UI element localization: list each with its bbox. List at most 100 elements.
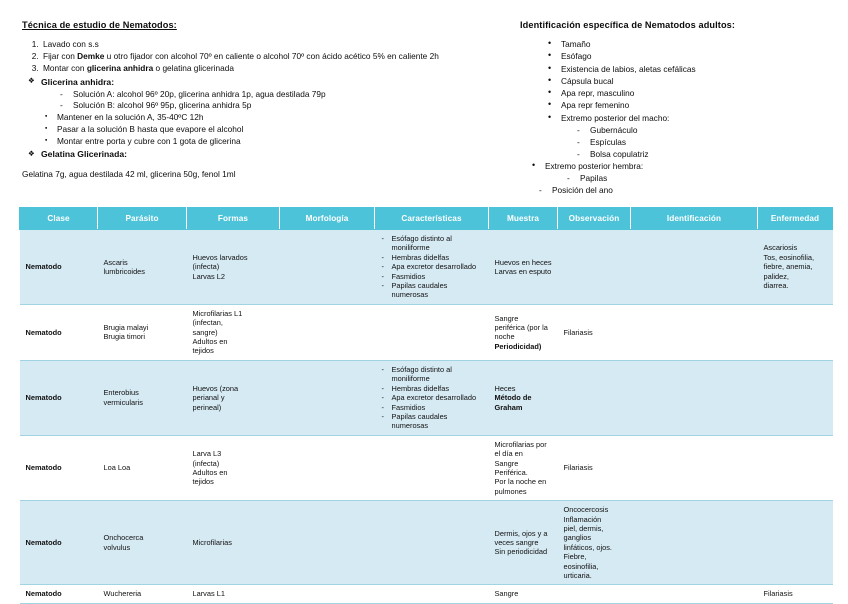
cell-line: Periférica. — [494, 467, 528, 477]
cell-line: pulmones — [494, 486, 527, 496]
cell-muestra: Sangre periférica (por la noche Periodicida… — [488, 303, 558, 361]
column-header-identificacion[interactable]: Identificación — [630, 207, 758, 230]
identification-item-macho: Extremo posterior del macho: Gubernáculo… — [548, 112, 848, 161]
cell-line: tejidos — [192, 346, 214, 356]
column-header-caracteristicas[interactable]: Características — [374, 207, 489, 230]
table-row[interactable]: Nematodo Wuchereria Larvas L1 Sangre Filaria… — [19, 584, 833, 604]
identification-list: Tamaño Esófago Existencia de labios, ale… — [520, 38, 848, 197]
cell-line: Sangre — [494, 458, 519, 468]
procedure-item: Mantener en la solución A, 35-40ºC 12h — [44, 111, 492, 124]
cell-parasito: Brugia malayi Brugia timori — [97, 303, 187, 361]
caracteristica-item: Esófago distinto al moniliforme — [381, 234, 484, 253]
table-header-row: Clase Parásito Formas Morfología Caracte… — [19, 207, 833, 230]
cell-line: Sangre — [494, 589, 519, 599]
notes-left-column: Técnica de estudio de Nematodos: Lavado … — [22, 20, 492, 197]
cell-observacion: Filariasis — [557, 434, 631, 502]
identification-item: Apa repr, masculino — [548, 87, 848, 100]
column-header-muestra[interactable]: Muestra — [488, 207, 558, 230]
column-header-parasito[interactable]: Parásito — [97, 207, 187, 230]
cell-parasito: Onchocerca volvulus — [97, 500, 187, 586]
hembra-sub-item: Papilas — [567, 173, 848, 185]
cell-parasito: Wuchereria — [97, 584, 187, 604]
cell-line: perianal y — [192, 393, 225, 403]
cell-line: Filariasis — [563, 327, 593, 337]
cell-line: Filariasis — [563, 463, 593, 473]
table-row[interactable]: Nematodo Brugia malayi Brugia timori Microf… — [19, 303, 833, 361]
cell-line: Microfilarias — [192, 538, 232, 548]
cell-clase: Nematodo — [19, 500, 98, 586]
cell-enfermedad — [757, 434, 833, 502]
left-heading: Técnica de estudio de Nematodos: — [22, 20, 177, 30]
cell-morfologia — [279, 434, 375, 502]
nematodes-table: Clase Parásito Formas Morfología Caracte… — [19, 207, 833, 604]
cell-identificacion — [630, 229, 758, 305]
caracteristica-item: Apa excretor desarrollado — [381, 262, 484, 272]
column-header-morfologia[interactable]: Morfología — [279, 207, 375, 230]
cell-line: linfáticos, ojos. — [563, 542, 612, 552]
cell-line: Sangre — [494, 313, 519, 323]
cell-identificacion — [630, 584, 758, 604]
macho-label: Extremo posterior del macho: — [561, 112, 670, 123]
table-row[interactable]: Nematodo Onchocerca volvulus Microfilarias D… — [19, 500, 833, 586]
cell-line: el día en — [494, 449, 523, 459]
technique-step: Lavado con s.s — [41, 39, 492, 51]
cell-line: Enterobius — [103, 388, 139, 398]
cell-caracteristicas — [374, 584, 489, 604]
gelatina-glicerinada-heading: Gelatina Glicerinada: — [28, 148, 492, 160]
caracteristica-item: Apa excretor desarrollado — [381, 393, 484, 403]
cell-identificacion — [630, 500, 758, 586]
column-header-clase[interactable]: Clase — [19, 207, 98, 230]
cell-line: Huevos larvados — [192, 252, 248, 262]
cell-caracteristicas — [374, 500, 489, 586]
technique-step: Fijar con Demke u otro fijador con alcoh… — [41, 51, 492, 63]
table-row[interactable]: Nematodo Ascaris lumbricoides Huevos larvad… — [19, 229, 833, 305]
technique-steps-list: Lavado con s.s Fijar con Demke u otro fi… — [22, 39, 492, 75]
cell-line: Fiebre, — [563, 552, 587, 562]
cell-observacion — [557, 229, 631, 305]
cell-caracteristicas — [374, 434, 489, 502]
cell-observacion — [557, 584, 631, 604]
cell-line: Ascariosis — [763, 243, 798, 253]
cell-line: Inflamación — [563, 514, 602, 524]
notes-section: Técnica de estudio de Nematodos: Lavado … — [0, 0, 848, 197]
table-body: Nematodo Ascaris lumbricoides Huevos larvad… — [19, 229, 833, 604]
cell-formas: Microfilarias — [186, 500, 280, 586]
table-row[interactable]: Nematodo Loa Loa Larva L3 (infecta) Adultos … — [19, 434, 833, 502]
table-row[interactable]: Nematodo Enterobius vermicularis Huevos (zo… — [19, 359, 833, 436]
cell-observacion — [557, 359, 631, 436]
cell-clase: Nematodo — [19, 229, 98, 305]
glicerina-anhidra-heading: Glicerina anhidra: — [28, 75, 492, 88]
cell-line: Onchocerca — [103, 533, 144, 543]
cell-clase: Nematodo — [19, 303, 98, 361]
caracteristica-item: Fasmidios — [381, 403, 484, 413]
cell-formas: Microfilarias L1 (infectan, sangre) Adultos… — [186, 303, 280, 361]
cell-morfologia — [279, 303, 375, 361]
cell-clase: Nematodo — [19, 434, 98, 502]
column-header-observacion[interactable]: Observación — [557, 207, 631, 230]
cell-parasito: Ascaris lumbricoides — [97, 229, 187, 305]
caracteristica-item: Hembras didelfas — [381, 253, 484, 263]
cell-clase: Nematodo — [19, 359, 98, 436]
caracteristica-item: Fasmidios — [381, 272, 484, 282]
posicion-ano-item: Posición del ano — [539, 185, 848, 197]
nematodes-table-container: Clase Parásito Formas Morfología Caracte… — [19, 207, 833, 604]
cell-line: sangre) — [192, 327, 218, 337]
cell-line: piel, dermis, — [563, 523, 604, 533]
column-header-formas[interactable]: Formas — [186, 207, 280, 230]
procedure-item: Pasar a la solución B hasta que evapore … — [44, 123, 492, 136]
cell-line: Filariasis — [763, 589, 793, 599]
macho-sub-item: Gubernáculo — [577, 125, 848, 137]
cell-parasito: Enterobius vermicularis — [97, 359, 187, 436]
cell-line: Loa Loa — [103, 463, 131, 473]
identification-item: Apa repr femenino — [548, 99, 848, 112]
cell-line: Larvas L2 — [192, 271, 225, 281]
column-header-enfermedad[interactable]: Enfermedad — [757, 207, 833, 230]
cell-caracteristicas — [374, 303, 489, 361]
cell-enfermedad: Ascariosis Tos, eosinofilia, fiebre, anemi… — [757, 229, 833, 305]
notes-right-column: Identificación específica de Nematodos a… — [514, 20, 848, 197]
cell-line: Larvas en esputo — [494, 266, 552, 276]
gelatina-recipe: Gelatina 7g, agua destilada 42 ml, glice… — [22, 169, 236, 180]
cell-line: perineal) — [192, 402, 222, 412]
cell-line: Huevos (zona — [192, 383, 239, 393]
cell-morfologia — [279, 500, 375, 586]
